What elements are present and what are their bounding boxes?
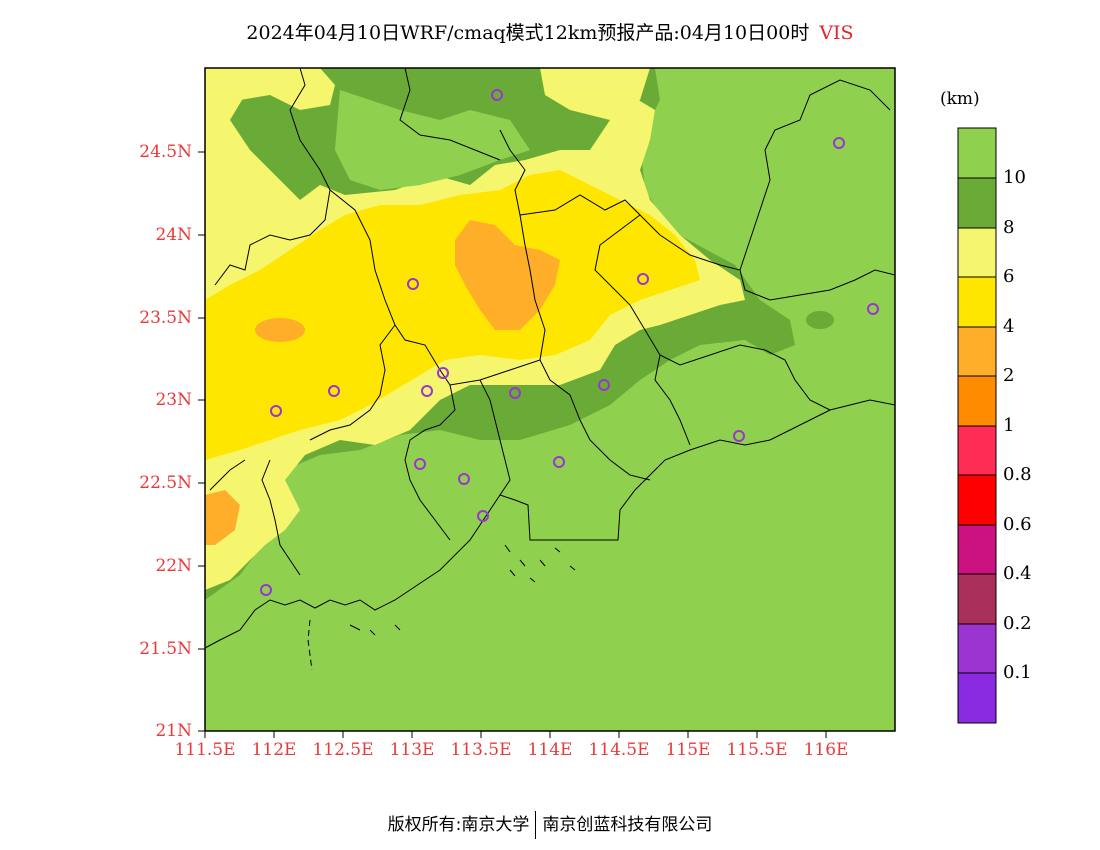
axis-ticks (198, 151, 827, 738)
lat-tick-label: 22.5N (139, 473, 192, 493)
colorbar-swatch (958, 574, 996, 624)
title-main: 2024年04月10日WRF/cmaq模式12km预报产品:04月10日00时 (246, 22, 810, 44)
colorbar-label: 2 (1003, 365, 1015, 386)
lat-tick-label: 24.5N (139, 142, 192, 162)
colorbar-swatch (958, 376, 996, 426)
map-fields (205, 68, 895, 731)
lon-tick-label: 114E (527, 740, 573, 760)
lon-tick-label: 112.5E (312, 740, 374, 760)
colorbar-label: 10 (1003, 167, 1026, 188)
colorbar-swatch (958, 525, 996, 574)
footer-divider (535, 811, 537, 839)
lon-tick-label: 113.5E (450, 740, 512, 760)
field-vis-4-6 (205, 170, 700, 460)
colorbar-swatch (958, 624, 996, 673)
lon-tick-label: 111.5E (174, 740, 236, 760)
lon-tick-label: 112E (251, 740, 297, 760)
lat-tick-label: 23.5N (139, 308, 192, 328)
colorbar-label: 0.4 (1003, 563, 1032, 584)
lat-tick-label: 22N (155, 556, 192, 576)
lat-tick-label: 21.5N (139, 639, 192, 659)
colorbar (957, 127, 997, 724)
footer-copyright: 版权所有:南京大学 (387, 815, 530, 835)
colorbar-label: 0.2 (1003, 613, 1032, 634)
footer-company: 南京创蓝科技有限公司 (542, 815, 713, 835)
lon-tick-label: 116E (803, 740, 849, 760)
colorbar-swatch (958, 673, 996, 723)
lon-tick-label: 113E (389, 740, 435, 760)
lon-tick-label: 114.5E (588, 740, 650, 760)
lat-tick-label: 23N (155, 390, 192, 410)
lon-tick-label: 115.5E (726, 740, 788, 760)
colorbar-swatch (958, 128, 996, 178)
colorbar-swatch (958, 475, 996, 525)
colorbar-unit: (km) (940, 89, 980, 109)
lat-tick-label: 24N (155, 225, 192, 245)
colorbar-label: 8 (1003, 217, 1015, 238)
colorbar-label: 0.1 (1003, 662, 1032, 683)
boundary-lines (205, 68, 895, 671)
colorbar-swatch (958, 178, 996, 228)
colorbar-swatch (958, 277, 996, 327)
colorbar-swatch (958, 327, 996, 376)
colorbar-label: 0.6 (1003, 514, 1032, 535)
colorbar-label: 4 (1003, 316, 1015, 337)
title-variable: VIS (819, 22, 854, 44)
field-vis-2-4 (455, 220, 560, 330)
colorbar-label: 0.8 (1003, 464, 1032, 485)
map-title: 2024年04月10日WRF/cmaq模式12km预报产品:04月10日00时 V… (0, 18, 1100, 45)
colorbar-swatch (958, 426, 996, 475)
lon-tick-label: 115E (665, 740, 711, 760)
colorbar-swatch (958, 228, 996, 277)
lat-tick-label: 21N (155, 721, 192, 741)
colorbar-label: 1 (1003, 415, 1015, 436)
colorbar-label: 6 (1003, 266, 1015, 287)
station-markers (260, 89, 879, 596)
copyright-footer: 版权所有:南京大学 南京创蓝科技有限公司 (0, 810, 1100, 839)
